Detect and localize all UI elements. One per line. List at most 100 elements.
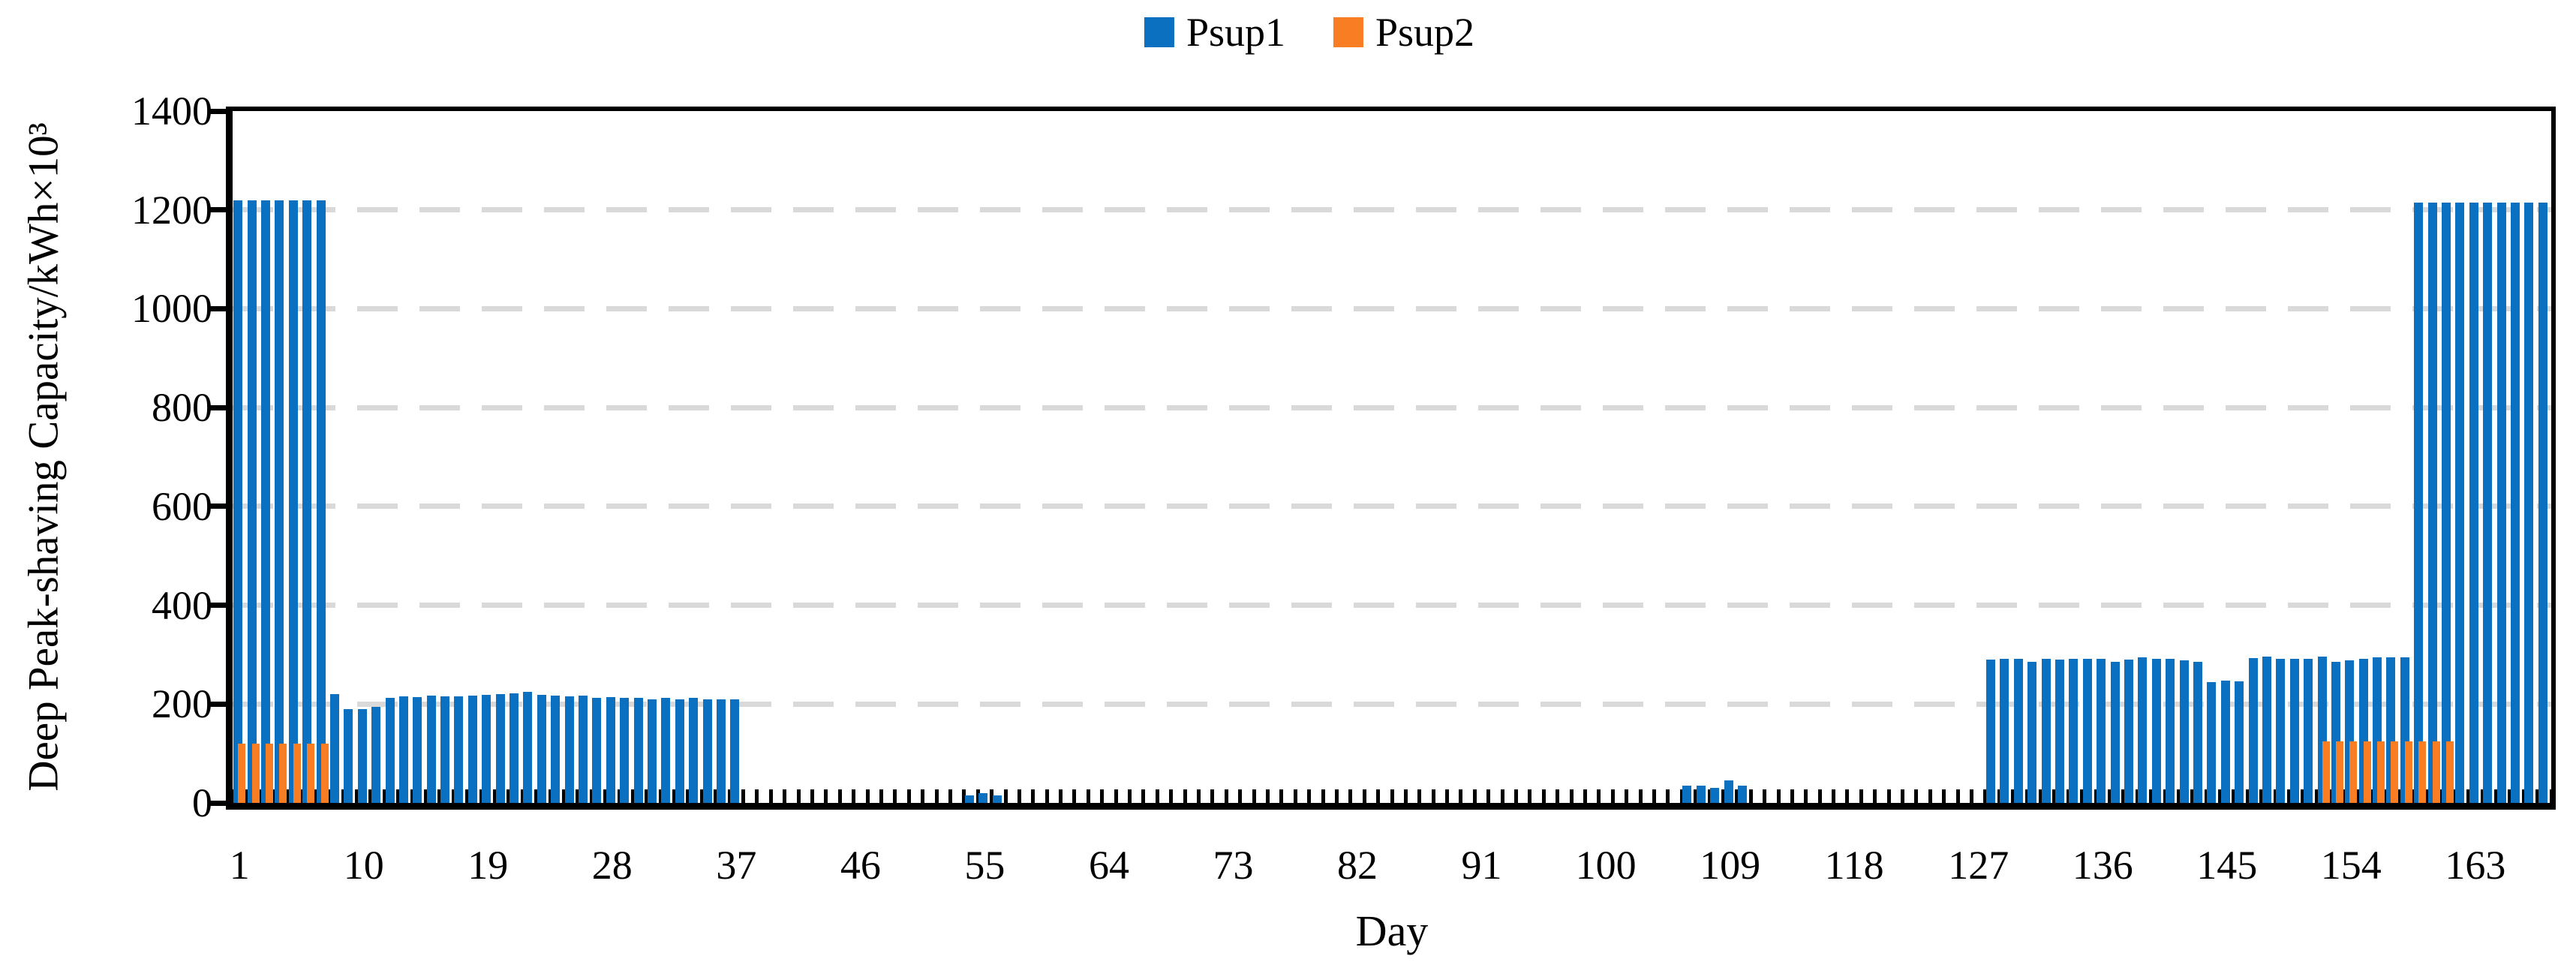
x-minor-tick (2094, 789, 2098, 803)
bar-psup1-day-55 (978, 792, 988, 803)
bar-psup1-day-128 (1986, 660, 1996, 803)
x-minor-tick (1652, 789, 1656, 803)
x-minor-tick (2328, 789, 2333, 803)
bar-psup2-day-153 (2335, 741, 2343, 803)
x-minor-tick (230, 789, 235, 803)
x-minor-tick (1486, 789, 1491, 803)
x-minor-tick (741, 789, 746, 803)
x-minor-tick (2204, 789, 2208, 803)
bar-psup2-day-7 (320, 743, 329, 803)
x-tick-label-118: 118 (1824, 843, 1884, 888)
x-minor-tick (2038, 789, 2042, 803)
x-minor-tick (1293, 789, 1297, 803)
x-tick-label-109: 109 (1700, 843, 1761, 888)
bar-psup1-day-6 (302, 200, 312, 803)
x-minor-tick (2342, 789, 2346, 803)
bar-psup1-day-163 (2469, 202, 2478, 803)
bar-psup2-day-156 (2377, 741, 2385, 803)
x-minor-tick (410, 789, 414, 803)
bar-psup2-day-152 (2322, 741, 2330, 803)
bar-psup1-day-9 (344, 708, 353, 803)
x-minor-tick (561, 789, 566, 803)
gridline-200 (233, 701, 2551, 707)
bar-psup1-day-10 (357, 708, 367, 803)
x-minor-tick (492, 789, 497, 803)
bar-psup1-day-148 (2262, 657, 2271, 803)
bar-psup1-day-15 (426, 696, 436, 803)
x-minor-tick (534, 789, 539, 803)
x-tick-label-37: 37 (716, 843, 757, 888)
y-tick-label-400: 400 (152, 582, 212, 628)
x-minor-tick (299, 789, 304, 803)
bar-psup1-day-107 (1696, 785, 1706, 803)
bar-psup1-day-28 (606, 697, 615, 803)
bar-psup1-day-160 (2427, 202, 2437, 803)
x-minor-tick (1265, 789, 1270, 803)
x-minor-tick (2521, 789, 2526, 803)
bar-psup1-day-34 (689, 698, 699, 803)
bar-psup1-day-1 (233, 200, 243, 803)
bar-psup1-day-27 (592, 698, 602, 803)
x-minor-tick (2383, 789, 2388, 803)
x-minor-tick (2245, 789, 2250, 803)
x-minor-tick (699, 789, 704, 803)
x-minor-tick (2397, 789, 2402, 803)
x-minor-tick (921, 789, 925, 803)
x-tick-label-46: 46 (840, 843, 881, 888)
bar-psup1-day-135 (2082, 658, 2092, 803)
x-minor-tick (506, 789, 511, 803)
x-minor-tick (1003, 789, 1008, 803)
x-minor-tick (1597, 789, 1601, 803)
x-minor-tick (479, 789, 483, 803)
bar-psup1-day-8 (329, 694, 339, 803)
bar-psup1-day-13 (398, 696, 408, 803)
x-minor-tick (865, 789, 870, 803)
x-minor-tick (893, 789, 897, 803)
bar-psup1-day-146 (2235, 681, 2244, 803)
x-minor-tick (1348, 789, 1353, 803)
bar-psup2-day-4 (279, 743, 287, 803)
x-minor-tick (2493, 789, 2498, 803)
bar-psup1-day-106 (1682, 785, 1692, 803)
bar-psup1-day-24 (551, 696, 561, 803)
x-minor-tick (2424, 789, 2429, 803)
x-minor-tick (2066, 789, 2070, 803)
bar-psup1-day-23 (537, 695, 546, 803)
bar-psup1-day-26 (579, 696, 588, 803)
x-minor-tick (548, 789, 552, 803)
x-minor-tick (1694, 789, 1698, 803)
legend-label-psup2: Psup2 (1375, 10, 1475, 55)
plot-frame (226, 107, 2556, 810)
bar-psup2-day-160 (2432, 741, 2440, 803)
x-minor-tick (2107, 789, 2112, 803)
legend-item-psup2: Psup2 (1333, 12, 1474, 53)
bar-psup1-day-3 (260, 200, 270, 803)
x-minor-tick (1334, 789, 1339, 803)
bar-psup1-day-29 (620, 698, 630, 803)
bar-psup1-day-147 (2248, 658, 2258, 803)
x-minor-tick (2190, 789, 2195, 803)
x-minor-tick (755, 789, 759, 803)
x-tick-label-64: 64 (1088, 843, 1129, 888)
x-minor-tick (1472, 789, 1477, 803)
x-minor-tick (1017, 789, 1021, 803)
bar-psup2-day-159 (2418, 741, 2427, 803)
x-minor-tick (368, 789, 373, 803)
x-minor-tick (796, 789, 801, 803)
x-minor-tick (1817, 789, 1822, 803)
x-minor-tick (382, 789, 386, 803)
x-minor-tick (1997, 789, 2001, 803)
x-minor-tick (1832, 789, 1836, 803)
x-minor-tick (1307, 789, 1312, 803)
x-minor-tick (714, 789, 718, 803)
x-tick-label-55: 55 (964, 843, 1005, 888)
y-axis-tick-1200 (209, 207, 233, 213)
y-tick-label-600: 600 (152, 483, 212, 529)
x-minor-tick (1873, 789, 1877, 803)
y-tick-label-800: 800 (152, 385, 212, 431)
x-minor-tick (1197, 789, 1201, 803)
x-minor-tick (1983, 789, 1988, 803)
x-minor-tick (1321, 789, 1325, 803)
bar-psup1-day-159 (2414, 202, 2424, 803)
